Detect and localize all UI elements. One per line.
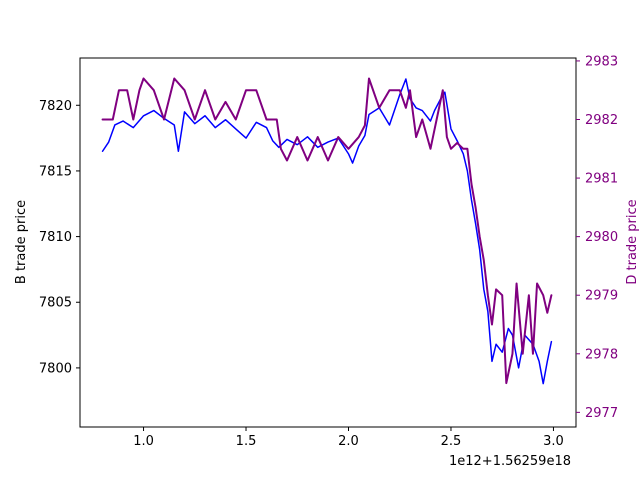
right-y-tick-label: 2977 (585, 406, 618, 421)
x-tick-label: 2.0 (338, 434, 359, 449)
ticks-layer: 1.0 1.5 2.0 2.5 3.0 7800 7805 7810 7815 7820 2977 2… (39, 54, 618, 449)
right-y-axis-title: D trade price (625, 199, 640, 284)
left-y-tick-label: 7820 (39, 99, 72, 114)
right-y-tick-label: 2981 (585, 172, 618, 187)
x-tick-label: 1.5 (236, 434, 257, 449)
x-tick-label: 3.0 (543, 434, 564, 449)
right-y-tick-label: 2980 (585, 230, 618, 245)
right-y-tick-label: 2979 (585, 289, 618, 304)
left-y-tick-label: 7810 (39, 230, 72, 245)
b-price-series-line (101, 78, 553, 385)
left-y-tick-label: 7800 (39, 361, 72, 376)
x-tick-label: 1.0 (133, 434, 154, 449)
left-y-axis-title: B trade price (14, 200, 29, 284)
left-y-tick-label: 7805 (39, 296, 72, 311)
d-price-series-line (101, 77, 553, 385)
x-axis-offset-label: 1e12+1.56259e18 (449, 454, 571, 469)
left-y-tick-label: 7815 (39, 164, 72, 179)
right-y-tick-label: 2983 (585, 54, 618, 69)
right-y-tick-label: 2978 (585, 347, 618, 362)
series-layer (101, 77, 553, 385)
plot-frame (79, 57, 577, 428)
x-tick-label: 2.5 (441, 434, 462, 449)
right-y-tick-label: 2982 (585, 113, 618, 128)
